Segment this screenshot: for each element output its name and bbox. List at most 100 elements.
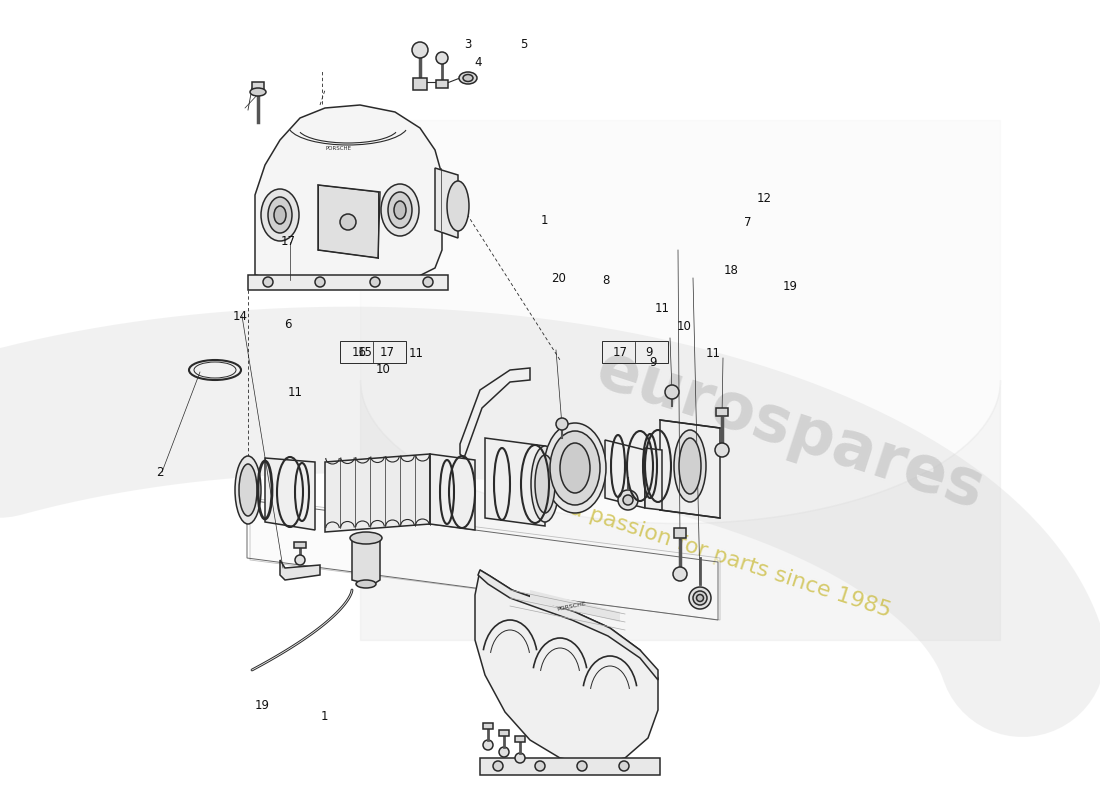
Polygon shape (475, 570, 658, 764)
Text: 17: 17 (379, 346, 395, 358)
Ellipse shape (535, 455, 556, 513)
Polygon shape (716, 408, 728, 416)
Polygon shape (674, 528, 686, 538)
Polygon shape (250, 498, 721, 620)
Ellipse shape (693, 591, 707, 605)
Circle shape (315, 277, 324, 287)
Circle shape (618, 490, 638, 510)
Text: 18: 18 (724, 264, 739, 277)
Text: 17: 17 (613, 346, 628, 358)
Ellipse shape (550, 431, 600, 505)
Polygon shape (252, 82, 264, 90)
Text: 3: 3 (464, 38, 471, 50)
Circle shape (623, 495, 632, 505)
Text: 11: 11 (654, 302, 670, 314)
Ellipse shape (394, 201, 406, 219)
Polygon shape (265, 458, 315, 530)
Circle shape (535, 761, 544, 771)
Text: 11: 11 (408, 347, 424, 360)
Text: 11: 11 (287, 386, 303, 398)
Text: 17: 17 (280, 235, 296, 248)
Text: 12: 12 (757, 192, 772, 205)
Circle shape (578, 761, 587, 771)
Circle shape (619, 761, 629, 771)
Text: 11: 11 (705, 347, 720, 360)
Polygon shape (430, 454, 475, 530)
Ellipse shape (447, 181, 469, 231)
Text: eurospares: eurospares (588, 338, 992, 522)
Polygon shape (255, 105, 442, 285)
Ellipse shape (356, 580, 376, 588)
Circle shape (493, 761, 503, 771)
Ellipse shape (350, 532, 382, 544)
Ellipse shape (544, 423, 606, 513)
Polygon shape (515, 736, 525, 742)
Circle shape (715, 443, 729, 457)
Ellipse shape (274, 206, 286, 224)
Ellipse shape (463, 74, 473, 82)
Text: 20: 20 (551, 272, 566, 285)
Ellipse shape (250, 88, 266, 96)
Circle shape (436, 52, 448, 64)
Polygon shape (436, 80, 448, 88)
Circle shape (515, 753, 525, 763)
Circle shape (412, 42, 428, 58)
Polygon shape (605, 440, 645, 508)
Polygon shape (294, 542, 306, 548)
Ellipse shape (268, 197, 292, 233)
Polygon shape (318, 185, 380, 258)
Ellipse shape (235, 456, 261, 524)
Polygon shape (478, 570, 658, 680)
Circle shape (340, 214, 356, 230)
Circle shape (673, 567, 688, 581)
Polygon shape (280, 560, 320, 580)
Ellipse shape (459, 72, 477, 84)
Text: 19: 19 (782, 280, 797, 293)
Ellipse shape (674, 430, 706, 502)
Ellipse shape (560, 443, 590, 493)
Ellipse shape (679, 438, 701, 494)
Polygon shape (434, 168, 458, 238)
Text: PORSCHE: PORSCHE (557, 601, 587, 611)
Text: 10: 10 (375, 363, 390, 376)
Ellipse shape (531, 446, 559, 522)
Text: 19: 19 (254, 699, 270, 712)
Ellipse shape (696, 594, 704, 602)
Circle shape (263, 277, 273, 287)
Circle shape (666, 385, 679, 399)
Ellipse shape (261, 189, 299, 241)
Circle shape (295, 555, 305, 565)
Circle shape (556, 418, 568, 430)
Text: 9: 9 (645, 346, 652, 358)
Polygon shape (485, 438, 544, 526)
Polygon shape (660, 420, 720, 518)
Polygon shape (352, 536, 379, 585)
Polygon shape (480, 758, 660, 775)
Text: 4: 4 (475, 56, 482, 69)
Polygon shape (412, 78, 427, 90)
Polygon shape (324, 454, 430, 532)
Ellipse shape (381, 184, 419, 236)
Text: 9: 9 (650, 356, 657, 369)
Polygon shape (530, 590, 620, 622)
Polygon shape (645, 448, 662, 510)
Text: 8: 8 (603, 274, 609, 286)
Text: 2: 2 (156, 466, 163, 478)
Text: 16: 16 (351, 346, 366, 358)
Ellipse shape (239, 464, 257, 516)
Polygon shape (499, 730, 509, 736)
Text: 1: 1 (321, 710, 328, 722)
Ellipse shape (388, 192, 412, 228)
Text: a passion for parts since 1985: a passion for parts since 1985 (566, 498, 893, 622)
Text: 6: 6 (285, 318, 292, 330)
Text: 1: 1 (541, 214, 548, 226)
Text: 7: 7 (745, 216, 751, 229)
Polygon shape (483, 723, 493, 729)
Text: 5: 5 (520, 38, 527, 50)
Circle shape (370, 277, 379, 287)
Text: 14: 14 (232, 310, 248, 322)
Ellipse shape (689, 587, 711, 609)
Polygon shape (460, 368, 530, 458)
Text: 10: 10 (676, 320, 692, 333)
Text: PORSCHE: PORSCHE (324, 146, 351, 150)
